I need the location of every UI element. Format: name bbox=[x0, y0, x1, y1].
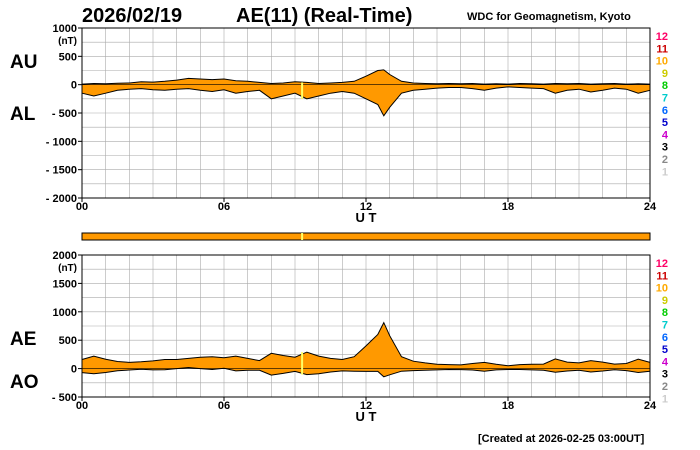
y-tick-label: - 1000 bbox=[46, 136, 77, 148]
y-tick-label: 1000 bbox=[53, 23, 77, 35]
x-tick-label: 06 bbox=[218, 400, 230, 412]
station-count-label: 11 bbox=[656, 43, 668, 55]
x-axis-label: U T bbox=[356, 409, 377, 424]
station-count-label: 1 bbox=[662, 393, 668, 405]
x-axis-label: U T bbox=[356, 210, 377, 225]
al-label: AL bbox=[10, 104, 36, 125]
x-tick-label: 00 bbox=[76, 201, 88, 213]
station-count-label: 6 bbox=[662, 332, 668, 344]
station-count-label: 9 bbox=[662, 295, 668, 307]
y-unit-label: (nT) bbox=[58, 263, 77, 274]
y-tick-label: 0 bbox=[71, 364, 77, 376]
x-tick-label: 18 bbox=[502, 201, 514, 213]
station-count-label: 5 bbox=[662, 344, 668, 356]
station-count-label: 8 bbox=[662, 307, 668, 319]
x-tick-label: 24 bbox=[644, 400, 657, 412]
x-tick-label: 12 bbox=[360, 201, 372, 213]
y-tick-label: 500 bbox=[59, 51, 77, 63]
y-unit-label: (nT) bbox=[58, 36, 77, 47]
y-tick-label: - 500 bbox=[52, 108, 77, 120]
x-tick-label: 24 bbox=[644, 201, 657, 213]
station-count-label: 4 bbox=[662, 356, 669, 368]
data-availability-bar bbox=[81, 232, 651, 241]
station-count-label: 6 bbox=[662, 105, 668, 117]
y-tick-label: - 1500 bbox=[46, 165, 77, 177]
y-tick-label: 1000 bbox=[53, 307, 77, 319]
station-count-label: 1 bbox=[662, 166, 668, 178]
x-tick-label: 00 bbox=[76, 400, 88, 412]
area-band-au-al bbox=[82, 69, 650, 116]
station-count-label: 8 bbox=[662, 80, 668, 92]
station-count-label: 3 bbox=[662, 369, 668, 381]
station-count-label: 11 bbox=[656, 270, 668, 282]
area-band-ae-ao bbox=[82, 322, 650, 377]
series-line-al bbox=[81, 86, 651, 117]
station-count-label: 12 bbox=[656, 258, 668, 270]
data-source-credit: WDC for Geomagnetism, Kyoto bbox=[467, 11, 631, 23]
y-tick-label: 0 bbox=[71, 80, 77, 92]
ao-label: AO bbox=[10, 372, 39, 393]
y-tick-label: 500 bbox=[59, 335, 77, 347]
ae-label: AE bbox=[10, 329, 37, 350]
station-count-label: 10 bbox=[656, 56, 668, 68]
series-line-ae bbox=[81, 321, 651, 367]
x-tick-label: 06 bbox=[218, 201, 230, 213]
station-count-label: 12 bbox=[656, 31, 668, 43]
station-count-label: 4 bbox=[662, 129, 669, 141]
x-tick-label: 12 bbox=[360, 400, 372, 412]
station-count-label: 5 bbox=[662, 117, 668, 129]
au-label: AU bbox=[10, 52, 38, 73]
station-count-label: 9 bbox=[662, 68, 668, 80]
station-count-label: 2 bbox=[662, 381, 668, 393]
station-count-label: 7 bbox=[662, 93, 668, 105]
chart-title: AE(11) (Real-Time) bbox=[236, 5, 413, 27]
chart-date: 2026/02/19 bbox=[82, 5, 183, 27]
y-tick-label: - 2000 bbox=[46, 193, 77, 205]
y-tick-label: 1500 bbox=[53, 278, 77, 290]
created-timestamp: [Created at 2026-02-25 03:00UT] bbox=[478, 433, 645, 445]
y-tick-label: - 500 bbox=[52, 392, 77, 404]
station-count-label: 10 bbox=[656, 283, 668, 295]
station-count-label: 3 bbox=[662, 142, 668, 154]
series-line-au bbox=[81, 69, 651, 85]
y-tick-label: 2000 bbox=[53, 250, 77, 262]
x-tick-label: 18 bbox=[502, 400, 514, 412]
station-count-label: 2 bbox=[662, 154, 668, 166]
station-count-label: 7 bbox=[662, 320, 668, 332]
